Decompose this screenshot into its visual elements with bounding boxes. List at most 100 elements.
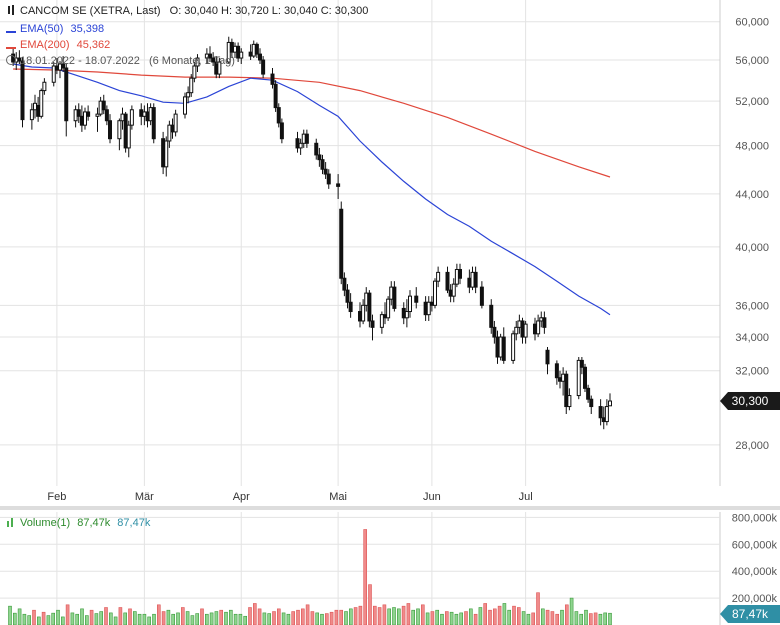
volume-bar [80, 608, 84, 625]
volume-bar [214, 611, 219, 625]
volume-bar [99, 611, 103, 625]
volume-bar [320, 613, 324, 625]
x-tick-label: Mai [329, 491, 347, 503]
volume-bar [339, 609, 344, 625]
candle [126, 120, 131, 158]
y-tick-label: 52,000 [735, 96, 769, 108]
volume-bar [468, 608, 473, 625]
volume-bar [171, 613, 175, 625]
volume-bar [195, 613, 199, 625]
volume-bar [473, 613, 478, 625]
candle [433, 278, 437, 309]
volume-bar [406, 603, 411, 625]
ema200-line [13, 68, 611, 178]
candle [208, 46, 212, 63]
candle [367, 290, 372, 328]
candle [348, 293, 353, 318]
candle [104, 105, 109, 126]
candle [564, 370, 569, 415]
candle [186, 86, 191, 104]
volume-bar [300, 608, 305, 625]
ema50-line-icon [6, 26, 16, 33]
volume-bar [483, 603, 488, 625]
candle [173, 109, 178, 137]
volume-bar [32, 609, 36, 625]
volume-bar [488, 609, 492, 625]
ema50-line [13, 63, 611, 316]
volume-bar [200, 608, 204, 625]
volume-bar [118, 607, 123, 625]
volume-bar [315, 612, 320, 625]
volume-value-2: 87,47k [117, 517, 151, 529]
clock-icon [6, 55, 16, 65]
volume-bar [60, 616, 65, 625]
candlestick-icon [6, 5, 16, 15]
candle [189, 74, 194, 97]
volume-bar [521, 611, 526, 625]
x-axis: Feb Mär Apr Mai Jun Jul [47, 0, 533, 625]
volume-bar [65, 604, 70, 625]
candle [273, 80, 278, 112]
candle [298, 138, 303, 155]
volume-bar [536, 592, 540, 625]
volume-bar [593, 612, 598, 625]
candle [164, 136, 169, 177]
volume-bar [248, 607, 252, 625]
volume-bar [464, 611, 468, 625]
candle [151, 103, 156, 144]
candle [317, 147, 322, 167]
volume-bar [540, 608, 545, 625]
candle [192, 62, 197, 83]
candle [489, 299, 494, 334]
candle [554, 360, 559, 385]
volume-bar [257, 608, 262, 625]
volume-bar [569, 597, 574, 625]
x-tick-label: Feb [47, 491, 66, 503]
volume-bar [344, 611, 348, 625]
candle [17, 50, 22, 64]
candle [545, 346, 550, 375]
volume-badge: 87,47k [720, 605, 780, 623]
volume-bar [205, 613, 209, 625]
candle [604, 399, 609, 426]
volume-bar [296, 609, 300, 625]
volume-bar [229, 609, 233, 625]
volume-bar [104, 607, 108, 625]
volume-bar [420, 604, 425, 625]
volume-bar [41, 611, 46, 625]
candle [479, 281, 484, 309]
volume-bar [13, 612, 17, 625]
candle [76, 103, 81, 123]
volume-bar [324, 613, 329, 625]
volume-bar [526, 613, 531, 625]
volume-bar [579, 613, 584, 625]
volume-bar [372, 605, 377, 625]
candle [86, 105, 91, 121]
candle [42, 78, 47, 95]
candle [323, 162, 328, 179]
volume-bar [348, 608, 353, 625]
legend-ema50-row: EMA(50) 35,398 [6, 22, 104, 36]
volume-bar [181, 607, 185, 625]
volume-bar [224, 611, 228, 625]
volume-bar [219, 609, 223, 625]
volume-bar [161, 611, 166, 625]
volume-bar [560, 609, 564, 625]
volume-bar [545, 609, 550, 625]
candle [20, 57, 25, 128]
volume-bar [454, 613, 459, 625]
candle [195, 54, 200, 73]
volume-bar [598, 613, 603, 625]
candle [523, 320, 528, 344]
candle [276, 103, 281, 128]
volume-bar [94, 613, 99, 625]
volume-bar [262, 612, 267, 625]
candle [279, 118, 284, 144]
x-tick-label: Jun [423, 491, 441, 503]
volume-bar [253, 603, 257, 625]
volume-bar [281, 612, 286, 625]
volume-bar [166, 609, 171, 625]
candle [101, 94, 106, 115]
volume-bar [46, 615, 51, 625]
